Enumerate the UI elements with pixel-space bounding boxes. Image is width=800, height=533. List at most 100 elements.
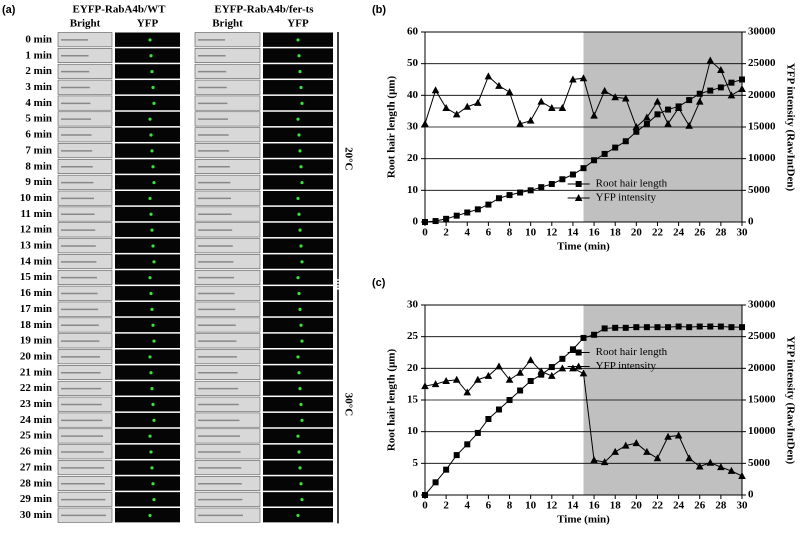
time-label: 29 min [20, 493, 52, 505]
yfp-spot [296, 38, 300, 42]
yfp-spot [297, 450, 301, 454]
time-label: 9 min [25, 176, 52, 188]
marker [569, 364, 577, 372]
marker [527, 187, 534, 194]
time-label: 10 min [20, 192, 52, 204]
marker [506, 397, 513, 403]
yfp-image [263, 333, 333, 348]
x-tick-label: 8 [507, 227, 513, 239]
time-label: 12 min [20, 224, 52, 236]
marker [738, 85, 746, 92]
marker [579, 74, 588, 82]
x-tick-label: 2 [443, 500, 449, 512]
yfp-spot [152, 180, 156, 185]
yfp-image [115, 301, 180, 317]
marker [442, 104, 450, 111]
yfp-image [115, 95, 180, 111]
time-label: 5 min [25, 113, 52, 125]
yfp-spot [148, 276, 152, 280]
marker [443, 466, 450, 473]
marker [621, 94, 630, 102]
marker [612, 324, 619, 331]
yfp-image [115, 492, 180, 507]
marker [665, 106, 672, 113]
marker [569, 346, 576, 353]
yfp-image [115, 175, 180, 190]
y-tick-label: 15 [407, 394, 419, 406]
time-label: 24 min [20, 414, 52, 426]
marker [548, 104, 556, 111]
yfp-spot [151, 85, 155, 90]
time-label: 23 min [20, 398, 52, 410]
marker [707, 87, 714, 94]
y-tick-label: 50 [407, 57, 419, 69]
yfp-image [115, 111, 180, 127]
y-tick-label: 0 [413, 216, 419, 228]
yfp-spot [297, 371, 301, 375]
marker [453, 452, 460, 459]
y2-axis-label: YFP intensity (RawIntDen) [784, 336, 796, 465]
yfp-spot [152, 260, 156, 264]
marker [674, 104, 683, 111]
yfp-spot [298, 149, 302, 153]
yfp-image [115, 460, 180, 475]
yfp-spot [148, 513, 152, 518]
time-label: 0 min [25, 33, 52, 45]
yfp-spot [150, 228, 154, 232]
yfp-spot [297, 133, 301, 137]
marker [548, 181, 555, 187]
yfp-image [115, 80, 180, 95]
time-label: 19 min [20, 335, 52, 347]
marker [422, 219, 428, 225]
yfp-spot [300, 497, 304, 502]
x-tick-label: 10 [525, 500, 537, 512]
yfp-spot [149, 54, 153, 58]
y-tick-label: 30 [407, 299, 419, 311]
yfp-spot [152, 339, 156, 343]
marker [611, 447, 619, 455]
marker [432, 218, 439, 225]
marker [558, 104, 567, 111]
marker [696, 90, 703, 97]
marker [717, 84, 724, 91]
marker [443, 215, 450, 222]
y2-tick-label: 10000 [748, 425, 776, 437]
yfp-spot [151, 323, 155, 327]
yfp-image [115, 238, 180, 253]
time-label: 11 min [21, 208, 52, 220]
marker [485, 416, 492, 422]
x-tick-label: 0 [422, 227, 428, 239]
time-label: 26 min [20, 446, 52, 458]
marker [621, 441, 630, 449]
y2-tick-label: 15000 [748, 394, 776, 406]
x-tick-label: 24 [673, 500, 685, 512]
marker [717, 323, 724, 330]
yfp-image [115, 508, 180, 523]
x-axis-label: Time (min) [557, 514, 610, 526]
panel-label: (a) [2, 4, 16, 16]
yfp-image [115, 270, 180, 285]
y-axis-label: Root hair length (μm) [386, 76, 398, 179]
marker [575, 181, 582, 187]
yfp-spot [150, 307, 154, 311]
yfp-spot [296, 513, 300, 518]
yfp-spot [300, 101, 304, 105]
marker [739, 324, 745, 331]
marker [548, 371, 556, 379]
marker [569, 171, 576, 178]
marker [579, 369, 588, 377]
marker [495, 406, 502, 413]
yfp-image [263, 492, 333, 507]
marker [653, 97, 662, 105]
time-label: 20 min [20, 350, 52, 362]
marker [612, 144, 619, 151]
yfp-image [115, 317, 180, 333]
yfp-spot [149, 291, 153, 296]
marker [421, 119, 429, 127]
y2-tick-label: 5000 [748, 457, 771, 469]
bright-image [194, 79, 261, 95]
yfp-image [263, 159, 333, 174]
x-tick-label: 10 [525, 227, 537, 239]
marker [591, 331, 598, 338]
marker [601, 150, 608, 157]
